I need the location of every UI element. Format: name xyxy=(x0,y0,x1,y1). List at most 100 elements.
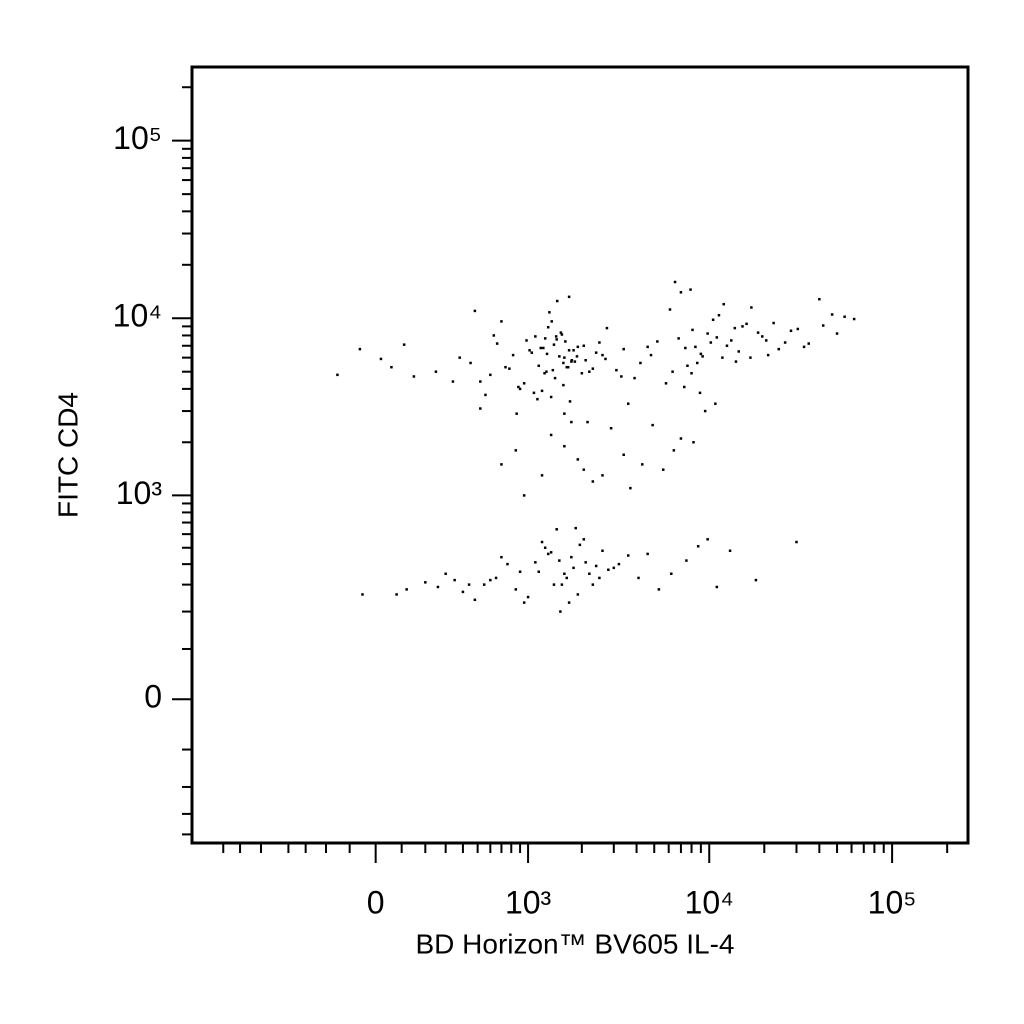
data-point xyxy=(789,329,793,333)
data-point xyxy=(651,423,654,427)
y-tick-label: 10³ xyxy=(116,475,163,511)
data-point xyxy=(451,380,455,383)
data-point xyxy=(622,347,625,351)
data-point xyxy=(562,361,565,365)
data-point xyxy=(549,551,553,554)
data-point xyxy=(495,342,499,345)
data-point xyxy=(601,549,604,553)
data-point xyxy=(594,351,598,354)
data-point xyxy=(390,365,393,369)
y-tick-label: 10⁴ xyxy=(113,298,162,334)
data-point xyxy=(508,367,511,370)
data-point xyxy=(562,383,565,387)
data-point xyxy=(560,333,564,336)
data-point xyxy=(796,327,800,331)
data-point xyxy=(617,562,621,566)
data-point xyxy=(489,578,492,582)
data-point xyxy=(671,370,674,373)
data-point xyxy=(715,585,719,589)
data-point xyxy=(802,345,806,349)
data-point xyxy=(543,546,547,549)
data-point xyxy=(395,593,398,596)
data-point xyxy=(570,555,573,559)
y-axis-label: FITC CD4 xyxy=(52,392,83,518)
data-point xyxy=(560,583,564,586)
data-point xyxy=(807,342,810,345)
data-point xyxy=(783,341,787,344)
data-point xyxy=(691,328,694,332)
data-point xyxy=(549,433,553,437)
data-point xyxy=(661,468,665,471)
data-point xyxy=(361,593,364,596)
x-tick-label: 10³ xyxy=(505,884,552,920)
data-point xyxy=(575,355,579,358)
data-point xyxy=(522,601,526,604)
data-point xyxy=(646,552,649,556)
data-point xyxy=(540,540,544,544)
data-point xyxy=(722,302,725,306)
data-point xyxy=(559,610,562,613)
data-point xyxy=(586,420,589,424)
data-point xyxy=(553,376,557,380)
data-point xyxy=(522,382,526,385)
data-point xyxy=(461,590,465,594)
data-point xyxy=(489,373,492,377)
data-point xyxy=(594,564,598,568)
data-point xyxy=(402,343,406,346)
y-tick-label: 10⁵ xyxy=(113,120,162,156)
data-point xyxy=(684,346,687,350)
data-point xyxy=(641,463,644,466)
data-point xyxy=(570,359,574,362)
data-point xyxy=(563,444,566,448)
data-point xyxy=(612,566,616,570)
data-point xyxy=(358,347,362,351)
data-point xyxy=(633,376,636,380)
data-point xyxy=(551,368,555,372)
data-point xyxy=(677,337,680,340)
data-point xyxy=(576,345,580,349)
data-point xyxy=(622,453,625,457)
data-point xyxy=(424,581,427,584)
data-point xyxy=(552,343,556,346)
data-point xyxy=(706,538,709,541)
data-point xyxy=(626,554,630,557)
data-point xyxy=(554,335,558,338)
data-point xyxy=(626,402,630,405)
data-point xyxy=(629,486,632,490)
data-point xyxy=(537,570,541,573)
data-point xyxy=(745,322,748,326)
data-point xyxy=(559,331,563,334)
data-point xyxy=(539,346,542,350)
data-point xyxy=(528,349,531,352)
data-point xyxy=(572,566,575,570)
data-point xyxy=(588,572,591,575)
data-point xyxy=(567,349,571,352)
data-point xyxy=(540,474,544,477)
data-point xyxy=(482,583,486,586)
data-point xyxy=(764,339,768,342)
data-point xyxy=(504,365,507,369)
data-point xyxy=(565,365,569,369)
data-point xyxy=(721,356,724,359)
data-point xyxy=(537,364,541,368)
data-point xyxy=(525,339,528,342)
data-point xyxy=(564,340,567,343)
x-tick-label: 10⁴ xyxy=(685,884,734,920)
data-point xyxy=(852,317,856,321)
data-point xyxy=(518,570,522,573)
data-point xyxy=(698,391,702,395)
data-point xyxy=(379,357,383,361)
data-point xyxy=(725,344,729,348)
data-point xyxy=(741,325,744,328)
data-point xyxy=(568,400,572,403)
data-point xyxy=(546,325,550,329)
data-point xyxy=(536,397,539,401)
x-tick-label: 10⁵ xyxy=(868,884,917,920)
data-point xyxy=(703,409,707,413)
data-point xyxy=(672,449,676,452)
data-point xyxy=(545,352,549,356)
data-point xyxy=(567,295,571,299)
data-point xyxy=(576,458,580,461)
data-point xyxy=(696,361,699,365)
